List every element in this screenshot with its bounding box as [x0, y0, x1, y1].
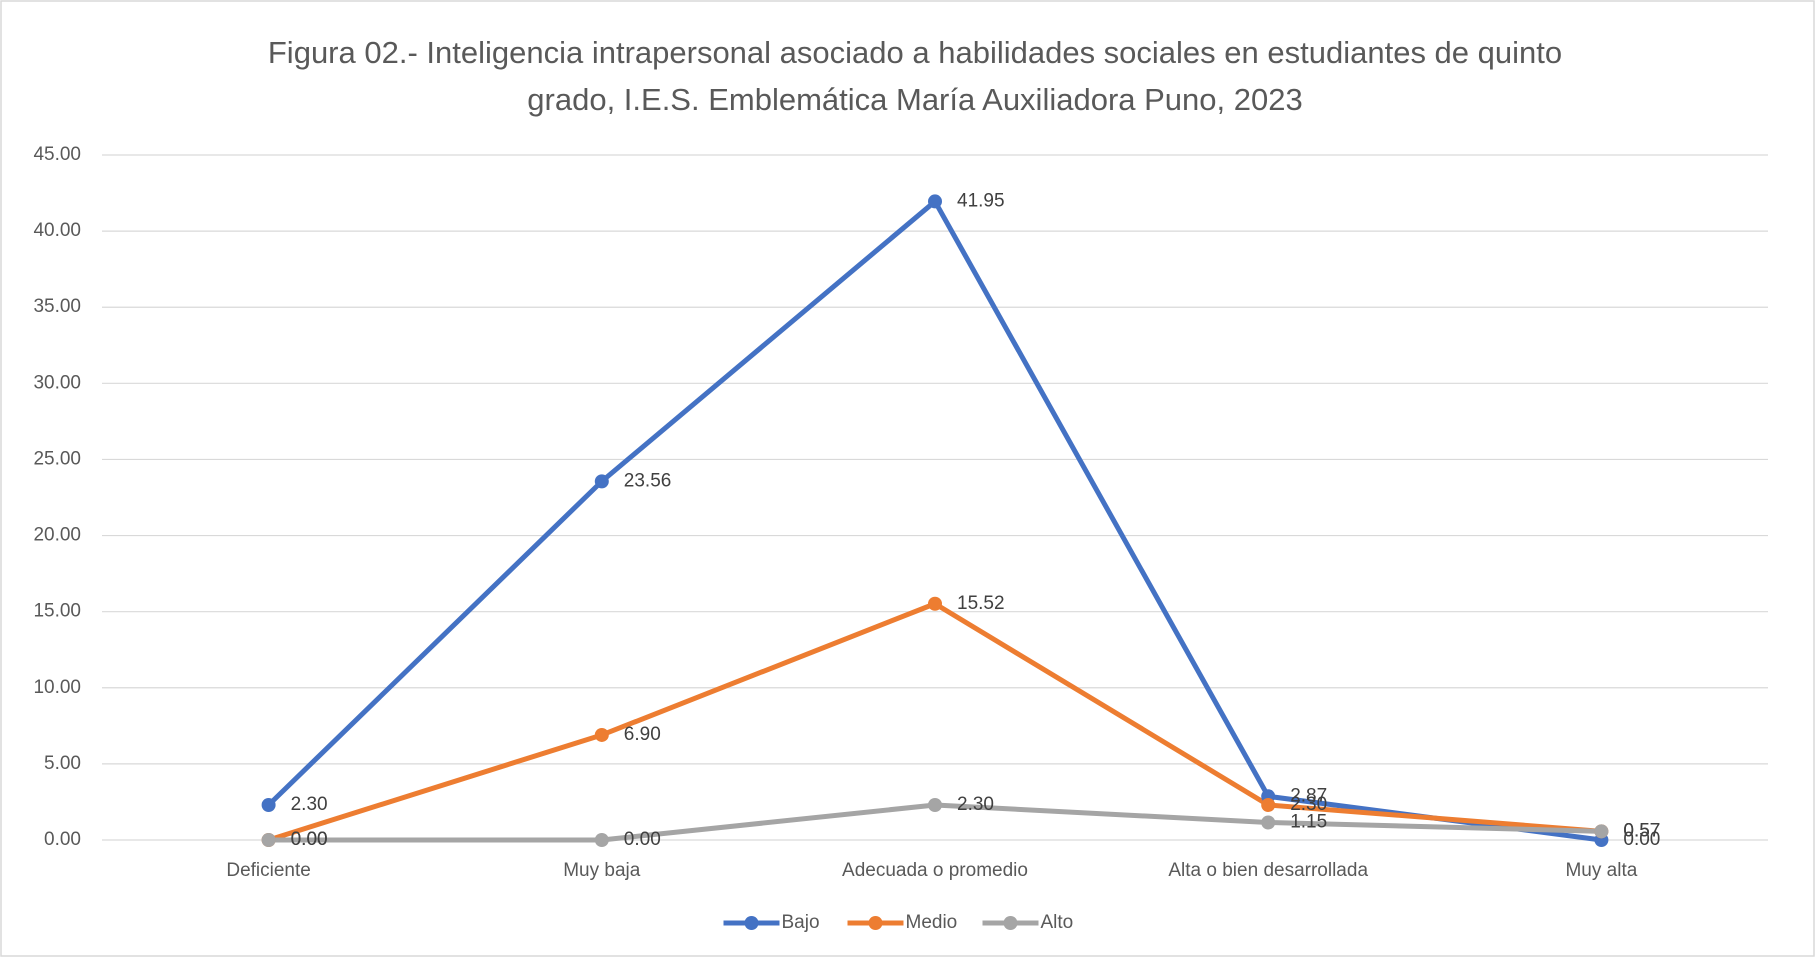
data-label: 2.87 [1290, 785, 1327, 806]
legend-marker [1003, 916, 1018, 930]
x-tick-label: Deficiente [226, 860, 311, 881]
data-label: 1.15 [1290, 812, 1327, 833]
data-label: 41.95 [957, 190, 1005, 211]
y-tick-label: 10.00 [33, 677, 81, 698]
data-point [261, 797, 276, 812]
data-label: 0.57 [1623, 820, 1660, 841]
data-label: 0.00 [624, 829, 661, 850]
data-label: 23.56 [624, 470, 672, 491]
data-point [1261, 815, 1276, 830]
data-point [928, 194, 942, 209]
data-point [594, 474, 609, 489]
data-label: 15.52 [957, 593, 1005, 614]
legend-marker [868, 916, 883, 930]
x-tick-label: Muy baja [563, 860, 641, 881]
data-label: 0.00 [291, 829, 328, 850]
data-point [1594, 824, 1609, 839]
data-label: 2.30 [957, 794, 994, 815]
x-tick-label: Muy alta [1565, 860, 1637, 881]
data-point [261, 833, 276, 847]
legend-label: Medio [906, 912, 958, 933]
data-label: 0.00 [1623, 829, 1660, 850]
y-tick-label: 45.00 [33, 144, 81, 165]
data-label: 2.30 [1290, 794, 1327, 815]
y-tick-label: 0.00 [44, 829, 81, 850]
x-tick-label: Alta o bien desarrollada [1168, 860, 1368, 881]
chart-subtitle: grado, I.E.S. Emblemática María Auxiliad… [527, 82, 1302, 117]
data-label: 0.00 [291, 829, 328, 850]
y-tick-label: 20.00 [33, 525, 81, 546]
y-tick-label: 35.00 [33, 296, 81, 317]
y-tick-label: 15.00 [33, 601, 81, 622]
data-label: 0.57 [1623, 820, 1660, 841]
data-point [1261, 797, 1276, 812]
legend-label: Bajo [782, 912, 820, 933]
y-tick-label: 25.00 [33, 448, 81, 469]
data-point [928, 797, 942, 812]
y-tick-label: 5.00 [44, 753, 81, 774]
data-label: 6.90 [624, 724, 661, 745]
data-point [594, 727, 609, 742]
data-point [928, 596, 942, 611]
chart-title: Figura 02.- Inteligencia intrapersonal a… [268, 35, 1562, 70]
data-point [594, 833, 609, 847]
legend-label: Alto [1041, 912, 1074, 933]
x-tick-label: Adecuada o promedio [842, 860, 1028, 881]
legend-marker [744, 916, 759, 930]
data-label: 2.30 [291, 794, 328, 815]
y-tick-label: 30.00 [33, 372, 81, 393]
y-tick-label: 40.00 [33, 220, 81, 241]
